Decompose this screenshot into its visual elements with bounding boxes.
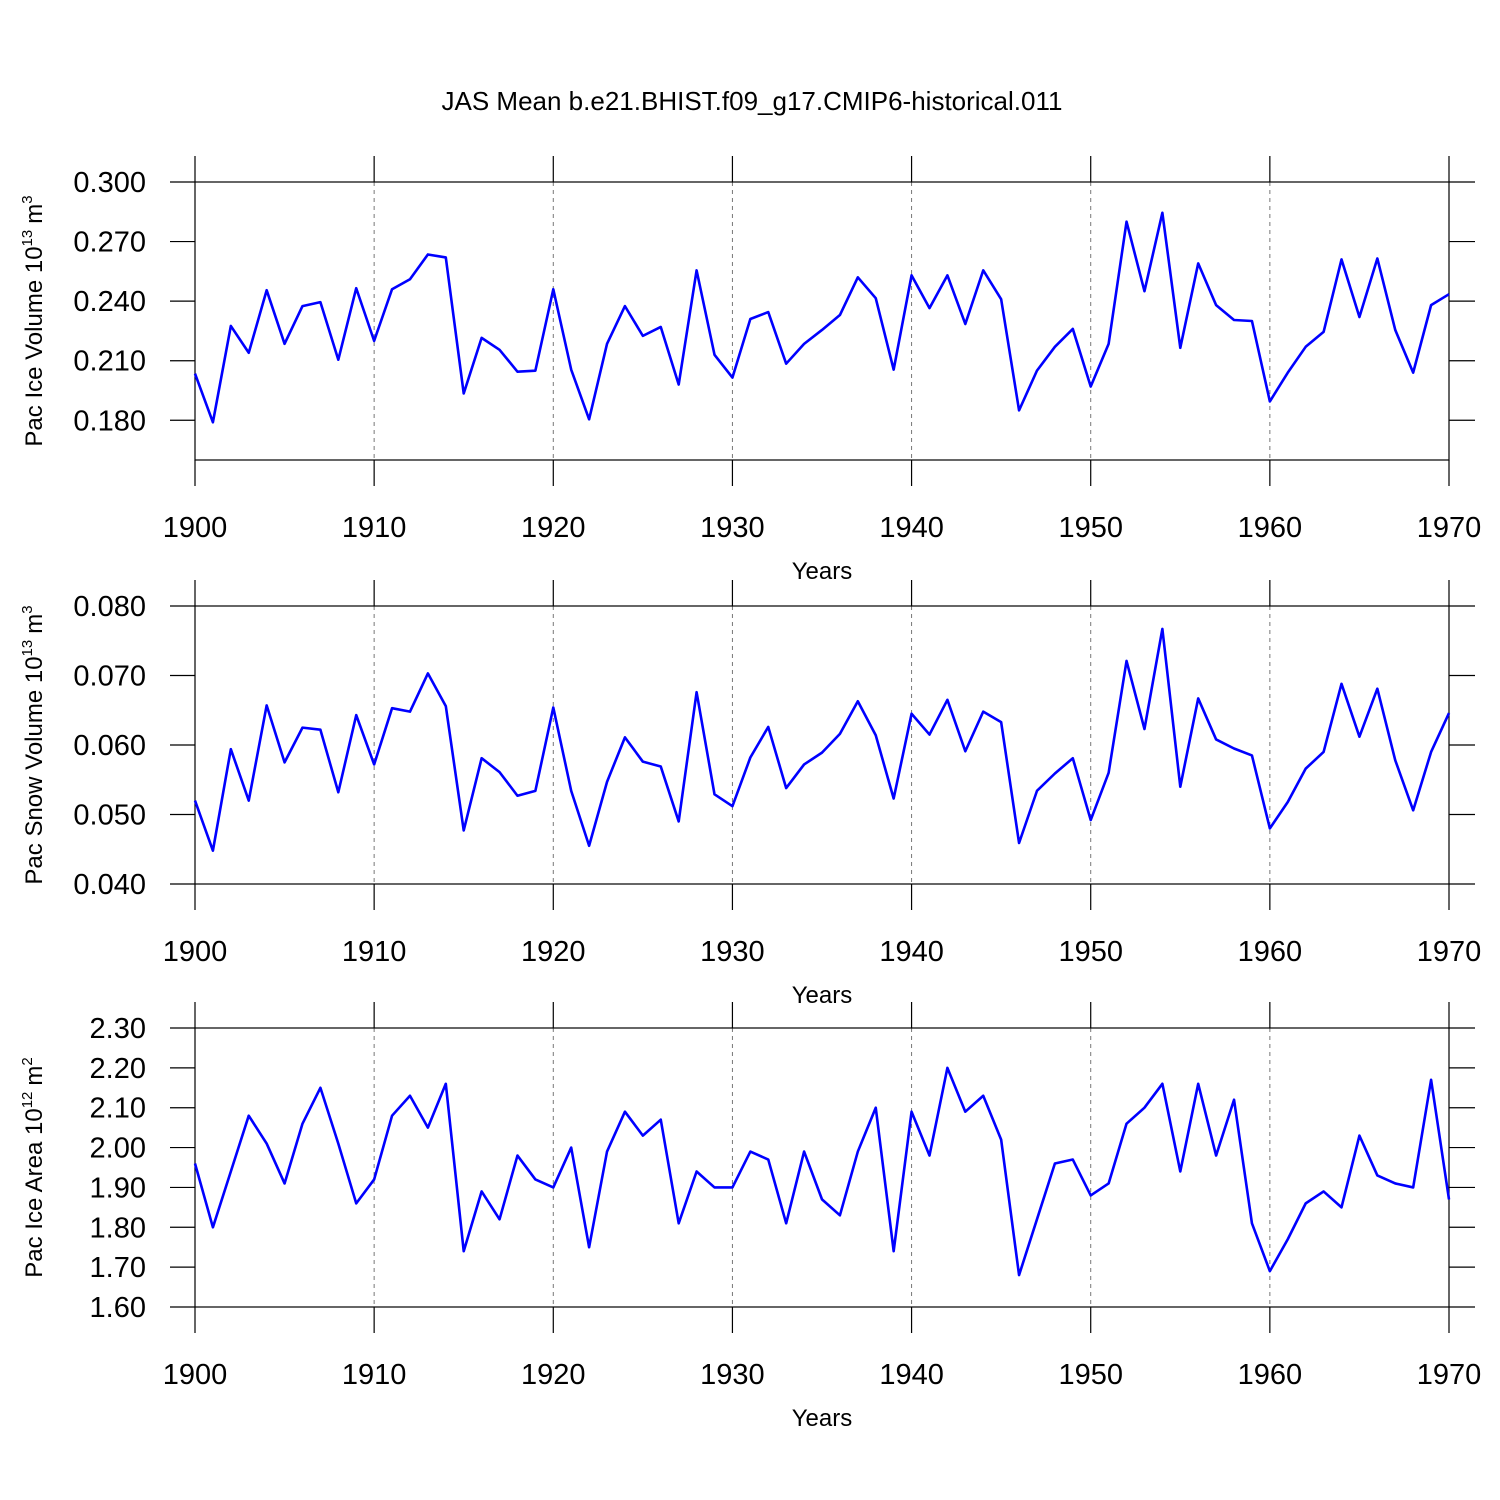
y-tick-label: 0.070	[73, 661, 146, 693]
y-tick-label: 2.20	[90, 1053, 146, 1085]
x-tick-label: 1910	[342, 1359, 407, 1391]
y-tick-label: 1.60	[90, 1292, 146, 1324]
y-tick-label: 0.080	[73, 591, 146, 623]
x-tick-label: 1970	[1417, 936, 1482, 968]
x-tick-label: 1950	[1058, 936, 1123, 968]
x-tick-label: 1930	[700, 512, 765, 544]
y-axis-label-exponent: 13	[19, 230, 36, 247]
plot-frame	[194, 1027, 1450, 1308]
y-tick-label: 2.00	[90, 1133, 146, 1165]
figure-title: JAS Mean b.e21.BHIST.f09_g17.CMIP6-histo…	[442, 86, 1063, 116]
x-tick-label: 1970	[1417, 1359, 1482, 1391]
data-line	[193, 211, 1450, 424]
x-tick-label: 1950	[1058, 512, 1123, 544]
y-tick-label: 0.060	[73, 730, 146, 762]
x-tick-label: 1930	[700, 936, 765, 968]
x-tick-label: 1920	[521, 512, 586, 544]
y-axis-label-unit: m	[21, 614, 48, 634]
x-tick-label: 1940	[879, 1359, 944, 1391]
y-axis-label-text: Pac Snow Volume 10	[21, 656, 48, 884]
plot-frame	[194, 605, 1450, 885]
y-axis-label-unit: m	[21, 204, 48, 224]
y-tick-label: 0.210	[73, 346, 146, 378]
y-axis-label: Pac Ice Area 1012 m2	[19, 1057, 48, 1277]
x-tick-label: 1960	[1238, 512, 1303, 544]
x-tick-label: 1960	[1238, 1359, 1303, 1391]
x-tick-label: 1910	[342, 936, 407, 968]
plot-frame	[194, 181, 1450, 461]
x-tick-label: 1930	[700, 1359, 765, 1391]
y-axis-label-unit-exponent: 2	[19, 1057, 36, 1065]
data-line	[193, 627, 1451, 852]
data-line	[193, 1066, 1451, 1277]
y-tick-label: 1.80	[90, 1212, 146, 1244]
y-axis-label-unit-exponent: 3	[19, 605, 36, 613]
x-tick-label: 1910	[342, 512, 407, 544]
x-tick-label: 1940	[879, 512, 944, 544]
x-tick-label: 1900	[163, 512, 228, 544]
y-axis-label-text: Pac Ice Volume 10	[21, 246, 48, 446]
y-axis-label-unit: m	[21, 1066, 48, 1086]
x-tick-label: 1940	[879, 936, 944, 968]
y-axis-label: Pac Snow Volume 1013 m3	[19, 605, 48, 884]
x-tick-label: 1920	[521, 1359, 586, 1391]
y-tick-label: 0.050	[73, 800, 146, 832]
y-tick-label: 2.30	[90, 1013, 146, 1045]
y-axis-label: Pac Ice Volume 1013 m3	[19, 195, 48, 446]
y-tick-label: 0.240	[73, 286, 146, 318]
y-tick-label: 2.10	[90, 1093, 146, 1125]
x-axis-label: Years	[792, 982, 853, 1009]
y-axis-label-exponent: 12	[19, 1092, 36, 1109]
y-axis-label-exponent: 13	[19, 640, 36, 657]
y-axis-label-unit-exponent: 3	[19, 195, 36, 203]
x-axis-label: Years	[792, 1405, 853, 1432]
y-tick-label: 1.90	[90, 1172, 146, 1204]
y-tick-label: 0.040	[73, 869, 146, 901]
x-tick-label: 1900	[163, 936, 228, 968]
x-tick-label: 1970	[1417, 512, 1482, 544]
x-axis-label: Years	[792, 558, 853, 585]
y-axis-label-text: Pac Ice Area 10	[21, 1108, 48, 1277]
y-tick-label: 1.70	[90, 1252, 146, 1284]
x-tick-label: 1920	[521, 936, 586, 968]
x-tick-label: 1960	[1238, 936, 1303, 968]
y-tick-label: 0.300	[73, 167, 146, 199]
x-tick-label: 1900	[163, 1359, 228, 1391]
y-tick-label: 0.270	[73, 227, 146, 259]
y-tick-label: 0.180	[73, 405, 146, 437]
x-tick-label: 1950	[1058, 1359, 1123, 1391]
